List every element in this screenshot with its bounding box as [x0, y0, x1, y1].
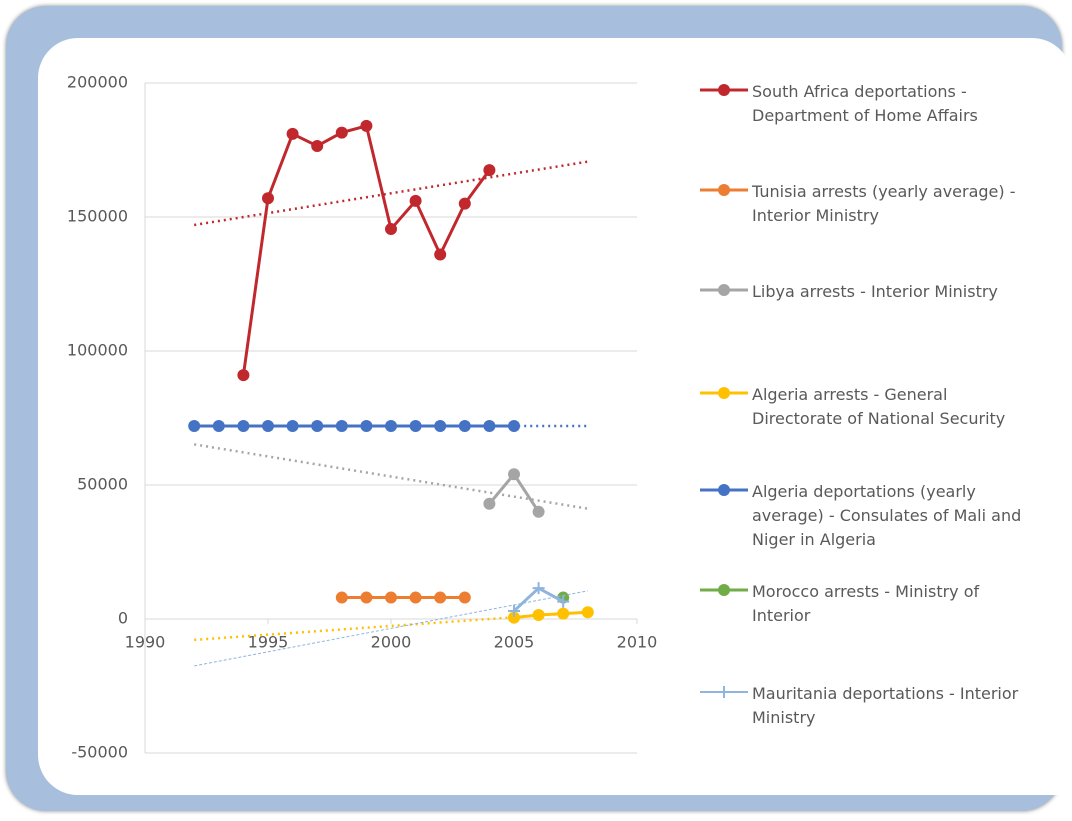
marker [458, 197, 471, 210]
legend-label: Mauritania deportations - Interior Minis… [752, 684, 1019, 727]
marker [409, 194, 422, 207]
marker [212, 420, 225, 433]
legend-marker [718, 484, 730, 496]
marker [409, 420, 422, 433]
x-tick-label: 2005 [494, 633, 535, 652]
marker [458, 420, 471, 433]
legend-key [700, 686, 748, 698]
marker [508, 420, 520, 433]
trendline [194, 160, 588, 227]
legend-label: Libya arrests - Interior Ministry [752, 282, 998, 301]
y-tick-label: 150000 [67, 207, 128, 226]
marker [311, 139, 324, 152]
marker [311, 420, 324, 433]
marker [385, 591, 397, 604]
legend-marker [718, 584, 730, 596]
legend-item: Algeria arrests - General Directorate of… [700, 383, 1030, 431]
marker [335, 126, 348, 139]
legend-label: Morocco arrests - Ministry of Interior [752, 582, 980, 625]
legend-label: Algeria arrests - General Directorate of… [752, 385, 1006, 428]
legend-key [700, 284, 748, 296]
marker [360, 591, 373, 604]
marker [335, 420, 348, 433]
marker [237, 369, 250, 382]
y-tick-label: 100000 [67, 341, 128, 360]
marker [532, 505, 545, 518]
marker [262, 192, 274, 205]
legend-label: Tunisia arrests (yearly average) - Inter… [752, 182, 1016, 225]
series-line [241, 124, 491, 376]
legend-item: Tunisia arrests (yearly average) - Inter… [700, 180, 1030, 228]
marker [483, 420, 496, 433]
x-tick-label: 1995 [248, 633, 289, 652]
marker [483, 497, 496, 510]
legend-key [700, 584, 748, 596]
marker [188, 420, 201, 433]
marker [434, 591, 447, 604]
legend-marker [718, 184, 730, 196]
y-tick-label: 200000 [67, 73, 128, 92]
legend-key [700, 387, 748, 399]
marker [508, 468, 520, 481]
legend-label: Algeria deportations (yearly average) - … [752, 482, 1022, 549]
y-tick-label: -50000 [71, 743, 128, 762]
legend-key [700, 184, 748, 196]
marker [434, 248, 447, 261]
marker [385, 420, 397, 433]
marker [409, 591, 422, 604]
marker [385, 223, 397, 236]
legend-key [700, 84, 748, 96]
marker [557, 607, 570, 620]
marker [434, 420, 447, 433]
marker [483, 164, 496, 177]
marker [532, 582, 545, 595]
marker [508, 611, 520, 624]
marker [286, 127, 299, 140]
legend-key [700, 484, 748, 496]
trendline [194, 590, 588, 667]
x-tick-label: 2000 [371, 633, 412, 652]
legend-marker [718, 387, 730, 399]
plot-background [38, 38, 1072, 795]
x-tick-label: 2010 [617, 633, 658, 652]
y-tick-label: 50000 [77, 475, 128, 494]
marker [335, 591, 348, 604]
x-tick-label: 1990 [125, 633, 166, 652]
legend-item: Mauritania deportations - Interior Minis… [700, 682, 1030, 730]
trendline [193, 443, 589, 510]
marker [360, 420, 373, 433]
marker [557, 595, 570, 608]
marker [360, 119, 373, 132]
legend-item: Algeria deportations (yearly average) - … [700, 480, 1030, 552]
y-tick-label: 0 [118, 609, 128, 628]
legend-marker [718, 686, 730, 698]
series-line [513, 610, 588, 620]
marker [286, 420, 299, 433]
legend-item: South Africa deportations - Department o… [700, 80, 1030, 128]
legend-marker [718, 84, 730, 96]
legend-item: Libya arrests - Interior Ministry [700, 280, 1030, 304]
marker [458, 591, 471, 604]
legend-marker [718, 284, 730, 296]
marker [581, 606, 594, 619]
legend-label: South Africa deportations - Department o… [752, 82, 978, 125]
marker [508, 604, 520, 617]
marker [237, 420, 250, 433]
legend-item: Morocco arrests - Ministry of Interior [700, 580, 1030, 628]
marker [532, 608, 545, 621]
marker [262, 420, 274, 433]
